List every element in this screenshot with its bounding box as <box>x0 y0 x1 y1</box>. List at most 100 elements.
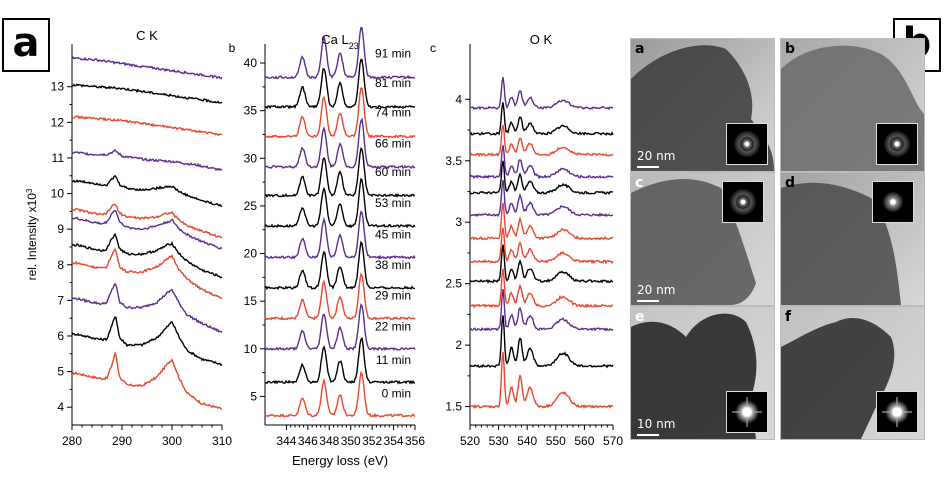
x-tick-label: 348 <box>319 434 339 448</box>
series-line <box>469 202 614 241</box>
series-line <box>264 370 416 418</box>
tem-image-e: e 10 nm <box>630 306 775 440</box>
series-line <box>71 282 223 333</box>
x-tick-label: 344 <box>276 434 296 448</box>
series-label: 22 min <box>375 319 411 333</box>
tem-image-label: e <box>635 309 645 325</box>
series-line <box>264 26 416 80</box>
series-line <box>264 272 416 321</box>
y-tick-label: 9 <box>57 222 64 236</box>
series-line <box>469 315 614 369</box>
series-line <box>71 174 223 208</box>
y-axis-label: rel. Intensity x103 <box>25 188 40 280</box>
series-line <box>71 149 223 172</box>
series-line <box>469 102 614 136</box>
chart-title: C K <box>136 28 158 43</box>
series-line <box>469 145 614 180</box>
series-line <box>71 232 223 279</box>
diffraction-pattern <box>883 192 903 212</box>
y-tick-label: 35 <box>244 104 258 118</box>
diffraction-pattern <box>884 131 910 157</box>
series-label: 91 min <box>375 46 411 60</box>
diffraction-inset <box>876 391 918 433</box>
y-tick-label: 6 <box>57 329 64 343</box>
series-line <box>469 244 614 284</box>
specimen-shape <box>781 182 901 305</box>
y-axis-label-superscript: 3 <box>25 188 34 193</box>
series-line <box>264 177 416 229</box>
diffraction-inset <box>726 123 768 165</box>
specimen-particle <box>781 317 895 439</box>
tem-image-label: a <box>635 41 645 57</box>
chart-panel-2: 344 346 348 350 352 354 356 5 10 15 20 25 30 35 40 Ca L… <box>229 26 425 468</box>
series-line <box>264 336 416 385</box>
series-line <box>469 124 614 158</box>
series-label: 29 min <box>375 289 411 303</box>
y-tick-label: 4 <box>455 92 462 106</box>
diffraction-inset <box>722 181 764 223</box>
x-tick-label: 280 <box>62 434 82 448</box>
x-tick-label: 540 <box>517 434 537 448</box>
series-label: 0 min <box>382 386 411 400</box>
series-label: 74 min <box>375 106 411 120</box>
series-line <box>469 289 614 332</box>
chart-title: Ca L23 <box>321 32 358 51</box>
series-line <box>469 227 614 265</box>
series-line <box>71 83 223 104</box>
x-tick-label: 290 <box>112 434 132 448</box>
tem-image-d: d <box>780 172 925 306</box>
series-line <box>264 303 416 352</box>
x-tick-label: 356 <box>405 434 425 448</box>
diffraction-pattern <box>730 189 756 215</box>
series-line <box>264 117 416 170</box>
tem-image-label: b <box>785 41 796 57</box>
y-tick-label: 11 <box>52 151 65 165</box>
series-label: 60 min <box>375 165 411 179</box>
x-tick-label: 550 <box>546 434 566 448</box>
series-label: 66 min <box>375 137 411 151</box>
chart-title-subscript: 23 <box>349 41 359 51</box>
x-tick-label: 530 <box>489 434 509 448</box>
scale-bar-label: 10 nm <box>637 417 676 431</box>
tem-image-a: a 20 nm <box>630 38 775 172</box>
x-tick-label: 354 <box>384 434 404 448</box>
diffraction-inset <box>872 181 914 223</box>
x-tick-label: 352 <box>362 434 382 448</box>
diffraction-pattern <box>882 397 912 427</box>
y-tick-label: 2.5 <box>445 277 462 291</box>
tem-image-label: c <box>635 175 644 191</box>
y-tick-label: 20 <box>244 247 258 261</box>
x-tick-label: 300 <box>162 434 182 448</box>
y-tick-label: 5 <box>250 389 257 403</box>
chart-title: O K <box>530 32 553 47</box>
tem-image-label: d <box>785 175 796 191</box>
subpanel-letter: b <box>229 41 236 55</box>
tem-image-f: f <box>780 306 925 440</box>
diffraction-inset <box>726 391 768 433</box>
specimen-shape <box>631 313 757 439</box>
y-tick-label: 10 <box>51 187 65 201</box>
series-line <box>71 316 223 367</box>
series-line <box>71 56 223 80</box>
x-tick-label: 570 <box>603 434 623 448</box>
series-label: 38 min <box>375 258 411 272</box>
y-tick-label: 10 <box>244 342 258 356</box>
y-tick-label: 3 <box>455 215 462 229</box>
tem-image-grid: a 20 nm b c 20 nm d e 10 nm f <box>630 38 930 480</box>
specimen-shape <box>781 317 895 439</box>
x-tick-label: 560 <box>574 434 594 448</box>
series-line <box>264 86 416 139</box>
series-line <box>71 247 223 300</box>
y-tick-label: 15 <box>244 294 258 308</box>
y-tick-label: 3.5 <box>445 154 462 168</box>
chart-panel-3: 520 530 540 550 560 570 1.5 2 2.5 3 3.5 4 O K c <box>430 32 623 448</box>
specimen-particle <box>781 182 901 305</box>
y-tick-label: 7 <box>57 293 64 307</box>
tem-image-label: f <box>785 309 792 325</box>
y-tick-label: 30 <box>244 151 258 165</box>
y-tick-label: 2 <box>455 338 462 352</box>
specimen-particle <box>631 313 757 439</box>
x-tick-label: 520 <box>460 434 480 448</box>
y-tick-label: 1.5 <box>445 400 462 414</box>
diffraction-inset <box>876 123 918 165</box>
